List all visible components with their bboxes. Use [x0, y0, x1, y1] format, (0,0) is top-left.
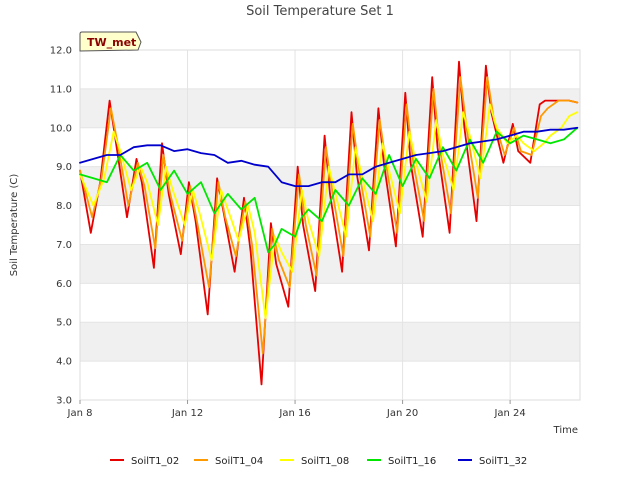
series-line-soilt1_08 [79, 103, 579, 320]
plot-band [80, 322, 580, 362]
legend-label: SoilT1_08 [301, 456, 349, 467]
y-tick-label: 4.0 [56, 357, 72, 368]
y-tick-label: 7.0 [56, 240, 72, 251]
plot-band [80, 205, 580, 245]
y-tick-label: 8.0 [56, 201, 72, 212]
x-tick-label: Jan 8 [67, 408, 93, 419]
plot-band [80, 244, 580, 284]
x-tick-label: Jan 12 [171, 408, 203, 419]
x-axis-label: Time [553, 425, 578, 436]
y-tick-label: 9.0 [56, 162, 72, 173]
plot-band [80, 88, 580, 128]
series-line-soilt1_16 [79, 126, 579, 254]
legend-label: SoilT1_32 [479, 456, 527, 467]
plot-band [80, 283, 580, 323]
plot-area-border [79, 49, 581, 401]
legend-label: SoilT1_02 [131, 456, 179, 467]
chart-title: Soil Temperature Set 1 [246, 4, 394, 19]
y-tick-label: 5.0 [56, 318, 72, 329]
y-tick-label: 11.0 [50, 84, 72, 95]
site-label-box: TW_met [79, 31, 142, 52]
x-tick-label: Jan 20 [386, 408, 418, 419]
x-tick-label: Jan 24 [493, 408, 525, 419]
y-tick-label: 10.0 [50, 123, 72, 134]
plot-band [80, 361, 580, 400]
y-tick-label: 12.0 [50, 46, 72, 57]
legend-label: SoilT1_16 [388, 456, 436, 467]
y-axis-label: Soil Temperature (C) [9, 174, 20, 277]
site-label: TW_met [87, 36, 136, 49]
plot-band [80, 50, 580, 89]
y-tick-label: 3.0 [56, 396, 72, 407]
series-line-soilt1_32 [79, 126, 579, 188]
legend: SoilT1_02 SoilT1_04 SoilT1_08 SoilT1_16 Soil… [110, 456, 527, 467]
plot-band [80, 127, 580, 167]
y-tick-label: 6.0 [56, 279, 72, 290]
legend-label: SoilT1_04 [215, 456, 263, 467]
x-tick-label: Jan 16 [278, 408, 310, 419]
